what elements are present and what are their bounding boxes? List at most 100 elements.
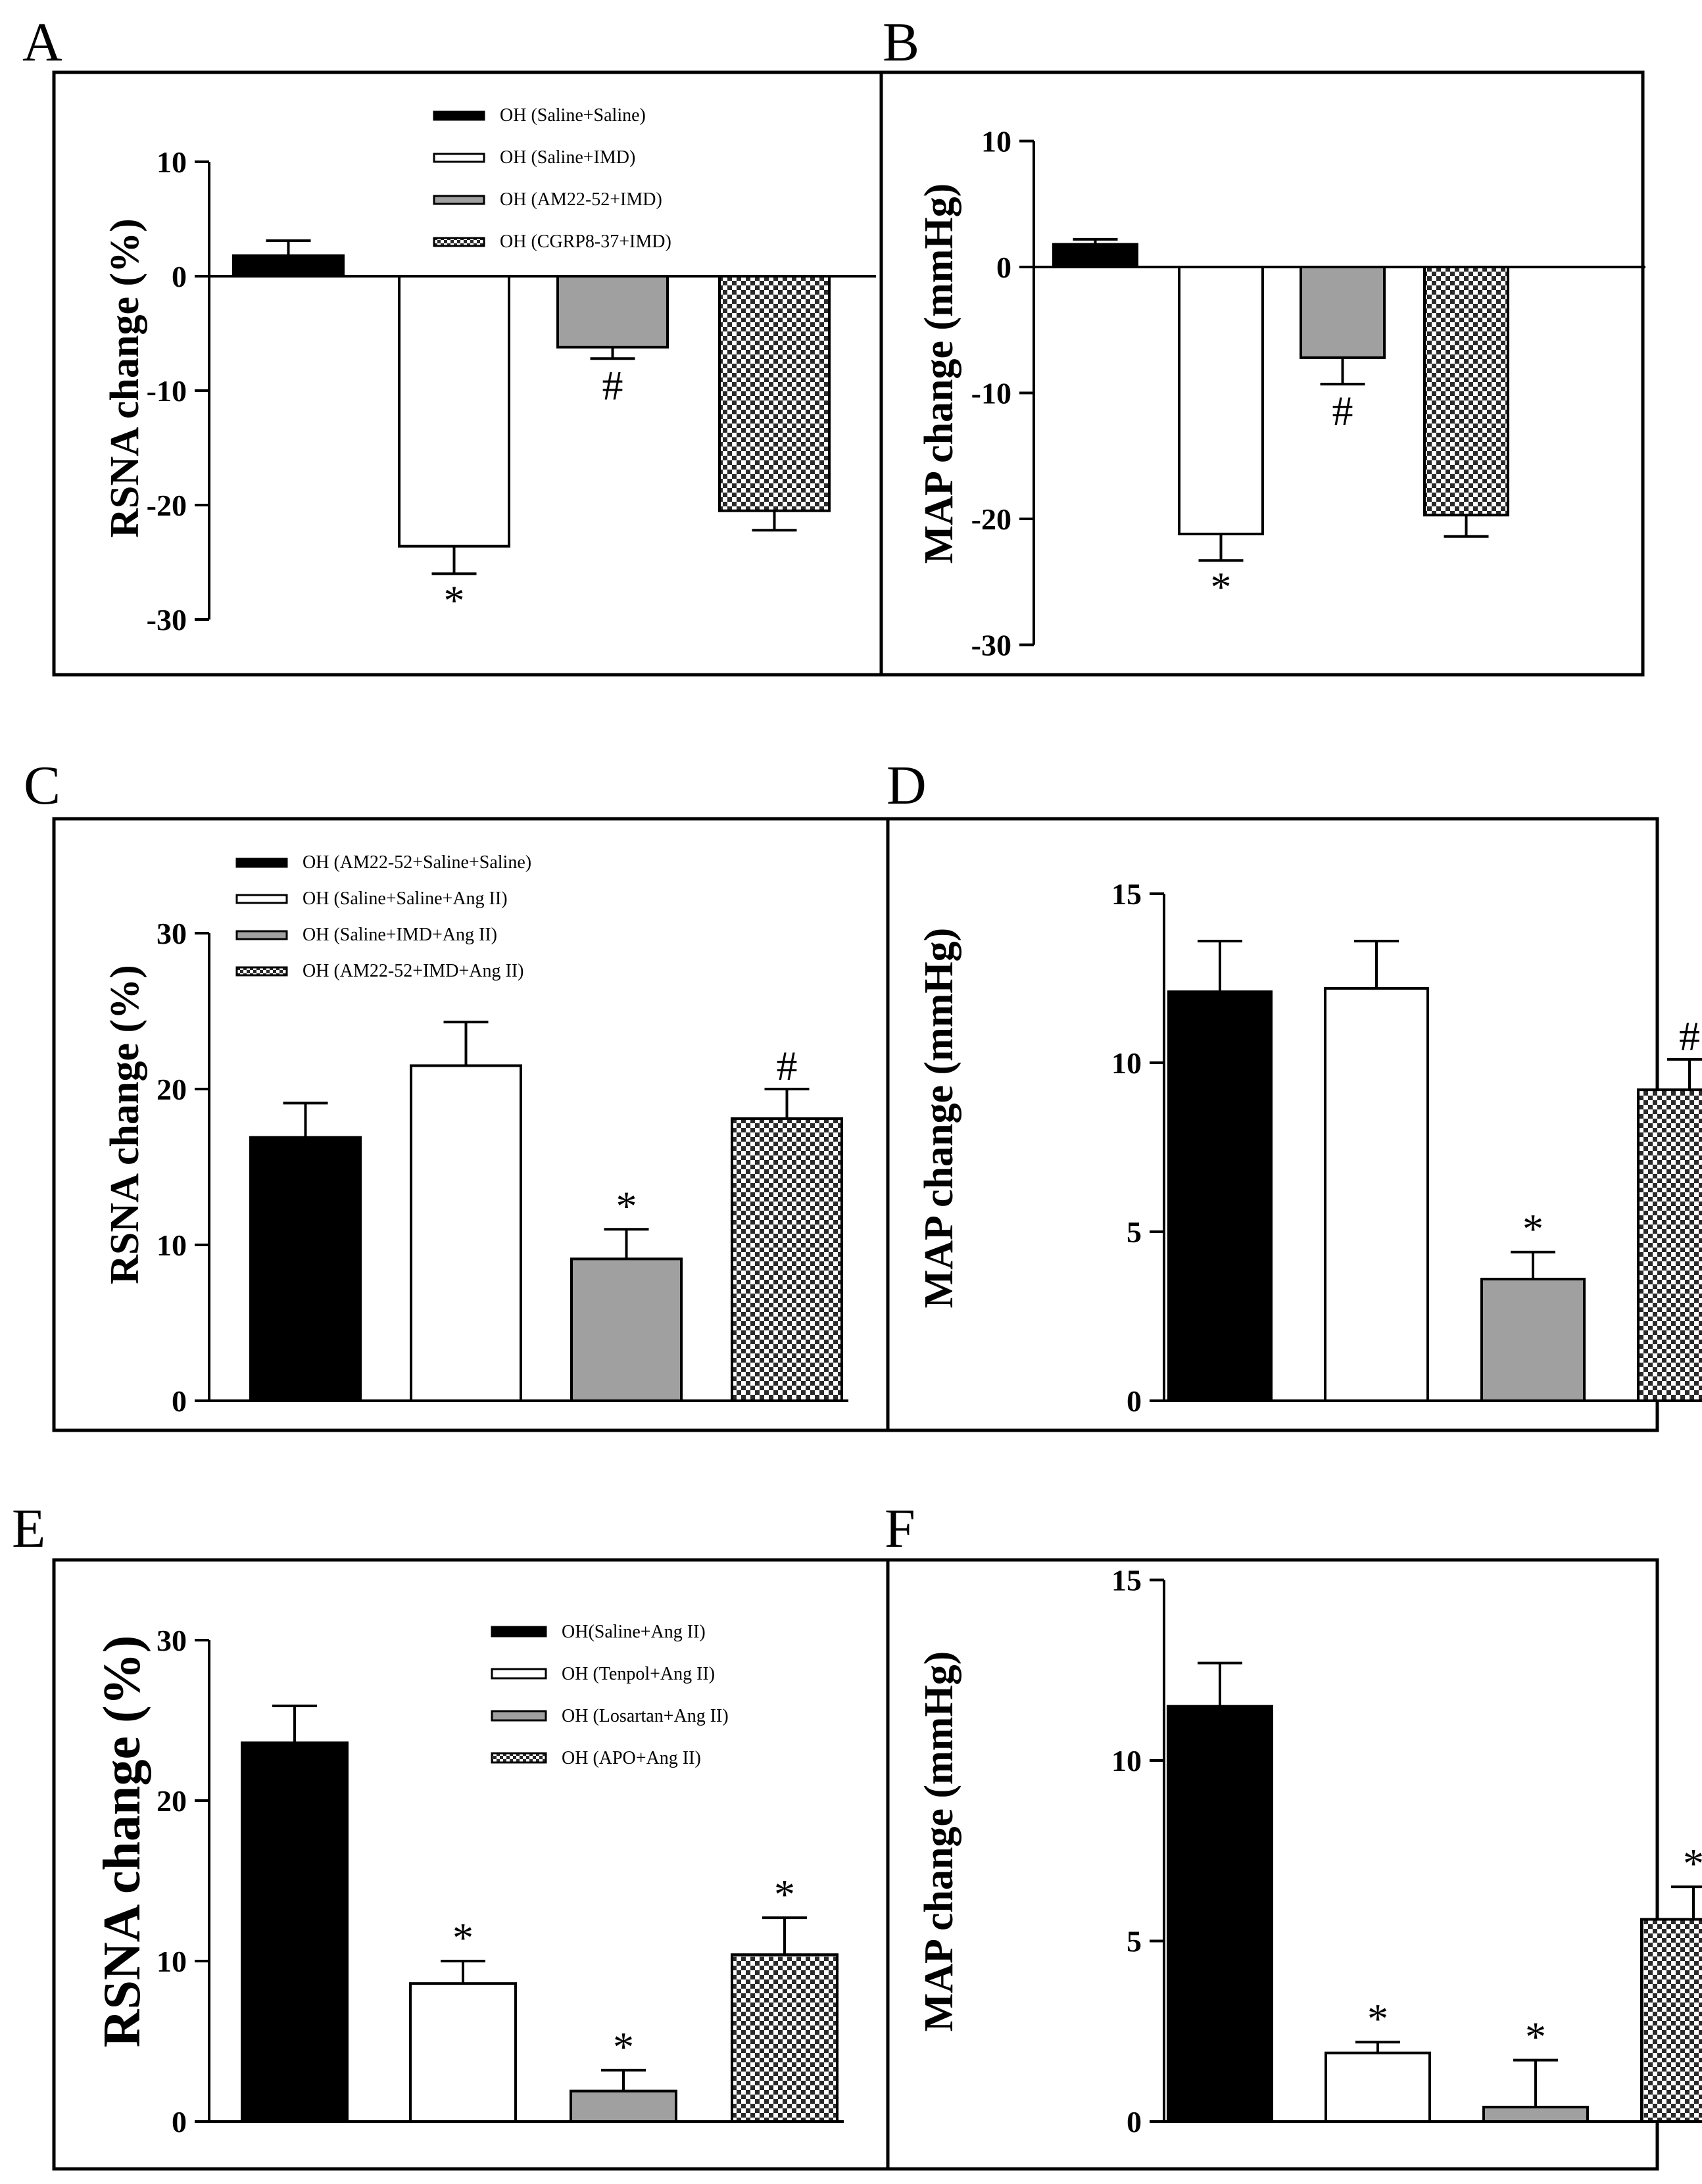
bar — [1637, 1088, 1702, 1402]
y-axis-title: RSNA change (%) — [93, 1636, 151, 2048]
bar — [556, 275, 669, 349]
y-axis-title: RSNA change (%) — [103, 965, 147, 1284]
panel-letter: F — [885, 1498, 915, 1559]
y-tick-label: 10 — [1111, 1744, 1142, 1778]
legend-label: OH (Saline+IMD+Ang II) — [303, 925, 497, 945]
bar — [1325, 2051, 1431, 2123]
significance-marker: # — [777, 1042, 798, 1089]
significance-marker: * — [452, 1914, 474, 1961]
significance-marker: # — [1332, 387, 1353, 434]
panel-frame — [879, 70, 1645, 677]
chart-panel-a: A 10 0 -10 -20 -30 RSNA change (%) * # OH (Saline… — [22, 12, 883, 677]
y-axis-title: MAP change (mmHg) — [917, 1651, 961, 2032]
bar — [409, 1982, 517, 2123]
legend-label: OH (Saline+IMD) — [500, 147, 635, 168]
bar — [570, 1257, 683, 1402]
legend-label: OH (AM22-52+IMD+Ang II) — [303, 961, 523, 981]
y-tick-label: 20 — [157, 1784, 187, 1818]
y-tick-label: 0 — [1127, 1384, 1142, 1418]
chart-panel-b: B 10 0 -10 -20 -30 MAP change (mmHg) * # — [879, 12, 1645, 677]
legend-label: OH (AM22-52+IMD) — [500, 189, 662, 210]
y-tick-label: -30 — [971, 629, 1011, 662]
bar — [249, 1136, 362, 1402]
significance-marker: # — [602, 362, 623, 408]
legend-swatch — [235, 858, 288, 868]
legend-label: OH (Saline+Saline+Ang II) — [303, 888, 508, 909]
legend: OH (AM22-52+Saline+Saline) OH (Saline+Sal… — [235, 852, 531, 981]
y-tick-label: 0 — [172, 1384, 187, 1418]
chart-panel-d: D 15 10 5 0 MAP change (mmHg) * # — [886, 755, 1702, 1432]
y-tick-label: 15 — [1111, 1564, 1142, 1597]
bar — [1640, 1918, 1702, 2123]
y-tick-label: 10 — [981, 125, 1011, 158]
panel-letter: C — [24, 755, 61, 816]
chart-panel-c: C 30 20 10 0 RSNA change (%) * # OH (AM22-52+Sal… — [24, 755, 890, 1432]
legend-label: OH (AM22-52+Saline+Saline) — [303, 852, 531, 873]
panel-letter: A — [22, 12, 62, 73]
bar — [731, 1953, 839, 2123]
bar — [410, 1064, 522, 1402]
legend-swatch — [491, 1626, 547, 1638]
legend-swatch — [235, 894, 288, 904]
significance-marker: * — [1211, 564, 1232, 610]
panel-letter: B — [883, 12, 919, 73]
legend-swatch — [491, 1710, 547, 1722]
y-tick-label: 15 — [1111, 877, 1142, 911]
bar — [570, 2089, 677, 2123]
bar — [1167, 1705, 1273, 2123]
y-tick-label: 30 — [157, 1624, 187, 1657]
significance-marker: * — [613, 2024, 634, 2070]
significance-marker: * — [444, 577, 465, 623]
legend-swatch — [433, 237, 485, 247]
y-tick-label: 20 — [157, 1073, 187, 1106]
panel-frame — [886, 1558, 1659, 2171]
y-tick-label: 0 — [172, 260, 187, 293]
legend: OH (Saline+Saline) OH (Saline+IMD) OH (AM2… — [433, 105, 671, 252]
y-tick-label: -30 — [147, 603, 187, 637]
bar — [1178, 266, 1264, 535]
bar — [1423, 266, 1509, 517]
y-tick-label: -10 — [971, 377, 1011, 410]
y-tick-label: -10 — [147, 374, 187, 408]
significance-marker: * — [616, 1182, 637, 1229]
significance-marker: # — [1679, 1013, 1700, 1059]
y-tick-label: 10 — [157, 1228, 187, 1262]
legend: OH(Saline+Ang II) OH (Tenpol+Ang II) OH (L… — [491, 1622, 729, 1768]
legend-swatch — [433, 153, 485, 163]
significance-marker: * — [1522, 1205, 1544, 1252]
y-tick-label: 0 — [172, 2105, 187, 2139]
legend-swatch — [491, 1752, 547, 1764]
legend-swatch — [491, 1668, 547, 1680]
y-tick-label: 10 — [1111, 1046, 1142, 1080]
significance-marker: * — [1525, 2014, 1546, 2060]
y-tick-label: 5 — [1127, 1215, 1142, 1249]
legend-label: OH (CGRP8-37+IMD) — [500, 231, 671, 252]
y-tick-label: 0 — [1127, 2105, 1142, 2139]
bar — [731, 1117, 843, 1403]
y-axis-title: RSNA change (%) — [103, 218, 147, 538]
y-tick-label: 0 — [996, 251, 1011, 284]
panels-layer: A 10 0 -10 -20 -30 RSNA change (%) * # OH (Saline… — [12, 12, 1702, 2171]
bar — [398, 275, 510, 548]
legend-label: OH (Losartan+Ang II) — [562, 1706, 729, 1726]
legend-swatch — [433, 195, 485, 205]
y-tick-label: -20 — [147, 489, 187, 522]
legend-swatch — [433, 110, 485, 121]
bar — [232, 254, 345, 278]
bar — [1324, 986, 1429, 1403]
chart-panel-e: E 30 20 10 0 RSNA change (%) * * * OH(Saline+Ang … — [12, 1498, 890, 2171]
panel-letter: E — [12, 1498, 45, 1559]
bar — [1480, 1277, 1586, 1402]
bar — [1300, 266, 1386, 359]
bar — [1052, 243, 1138, 268]
y-tick-label: 10 — [157, 145, 187, 179]
bar — [1167, 990, 1273, 1403]
legend-swatch — [235, 966, 288, 977]
bar — [241, 1741, 349, 2123]
y-tick-label: 30 — [157, 917, 187, 950]
legend-label: OH (Saline+Saline) — [500, 105, 646, 126]
y-axis-title: MAP change (mmHg) — [917, 183, 961, 564]
legend-label: OH (APO+Ang II) — [562, 1748, 701, 1768]
legend-label: OH(Saline+Ang II) — [562, 1622, 706, 1642]
